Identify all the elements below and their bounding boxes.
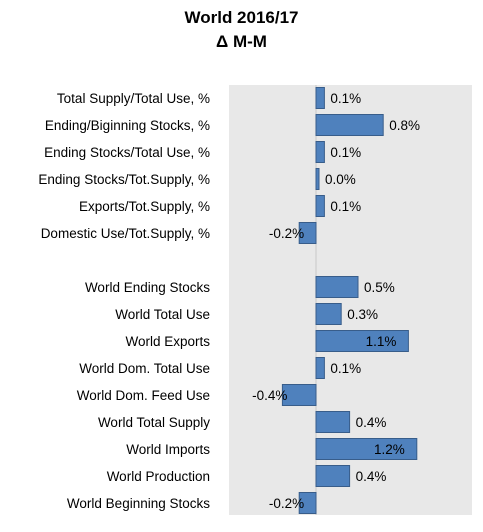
bar — [298, 492, 317, 514]
data-label: 0.4% — [356, 469, 387, 484]
data-label: 1.2% — [374, 442, 405, 457]
bar — [315, 330, 409, 352]
data-label: -0.4% — [252, 388, 287, 403]
category-label: Exports/Tot.Supply, % — [79, 199, 210, 214]
bar — [315, 87, 325, 109]
data-label: 0.3% — [347, 307, 378, 322]
bar — [315, 141, 325, 163]
category-label: World Dom. Total Use — [79, 361, 210, 376]
category-label: World Production — [107, 469, 210, 484]
category-label: Ending/Biginning Stocks, % — [45, 118, 210, 133]
bar — [298, 222, 317, 244]
data-label: 0.0% — [325, 172, 356, 187]
category-label: Domestic Use/Tot.Supply, % — [41, 226, 210, 241]
category-label: World Beginning Stocks — [67, 496, 210, 511]
data-label: 0.4% — [356, 415, 387, 430]
chart-title-block: World 2016/17 Δ M-M — [0, 6, 483, 54]
bar — [315, 357, 325, 379]
bars — [281, 87, 418, 514]
category-label: World Ending Stocks — [85, 280, 210, 295]
category-label: World Imports — [126, 442, 210, 457]
category-label: World Exports — [125, 334, 210, 349]
category-labels: Total Supply/Total Use, % Ending/Biginnin… — [38, 91, 210, 511]
category-label: Ending Stocks/Tot.Supply, % — [38, 172, 210, 187]
data-label: 0.1% — [330, 199, 361, 214]
data-label: 0.1% — [330, 145, 361, 160]
bar — [315, 303, 342, 325]
data-label: -0.2% — [269, 226, 304, 241]
data-label: 1.1% — [366, 334, 397, 349]
bar — [315, 168, 320, 190]
chart-title: World 2016/17 — [184, 8, 299, 27]
data-label: -0.2% — [269, 496, 304, 511]
category-label: World Total Supply — [98, 415, 210, 430]
data-label: 0.1% — [330, 361, 361, 376]
bar — [315, 438, 418, 460]
data-label: 0.8% — [389, 118, 420, 133]
bar — [315, 114, 384, 136]
category-label: World Dom. Feed Use — [77, 388, 210, 403]
bar — [315, 195, 325, 217]
category-label: World Total Use — [115, 307, 210, 322]
data-label: 0.5% — [364, 280, 395, 295]
data-label: 0.1% — [330, 91, 361, 106]
chart-subtitle: Δ M-M — [216, 32, 267, 51]
bar — [315, 411, 351, 433]
data-labels: 0.1% 0.8% 0.1% 0.0% 0.1% -0.2% 0.5% 0.3% 1.1% 0.1… — [252, 91, 420, 511]
category-label: Ending Stocks/Total Use, % — [44, 145, 210, 160]
bar — [315, 465, 351, 487]
category-label: Total Supply/Total Use, % — [57, 91, 210, 106]
bar — [315, 276, 359, 298]
bar — [281, 384, 317, 406]
